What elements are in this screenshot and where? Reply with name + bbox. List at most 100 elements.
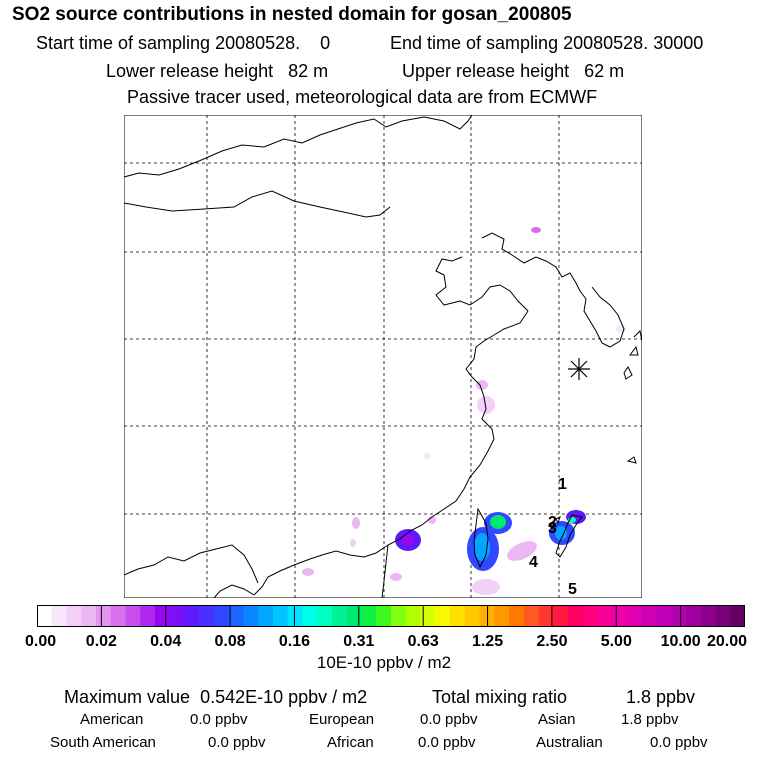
concentration-patch (555, 526, 567, 540)
border-line (481, 232, 581, 292)
colorbar-cell (612, 605, 628, 627)
cluster-label: 4 (529, 554, 538, 571)
colorbar-cell (287, 605, 304, 627)
region-value: 0.0 ppbv (208, 734, 266, 751)
colorbar-cell (405, 605, 422, 627)
colorbar-cell (523, 605, 540, 627)
receptor-star-icon (568, 358, 590, 380)
maximum-value: Maximum value 0.542E-10 ppbv / m2 (64, 687, 367, 708)
concentration-patch (476, 380, 488, 390)
colorbar-cell (169, 605, 186, 627)
upper-release-height: Upper release height 62 m (402, 61, 624, 82)
start-time-label: Start time of sampling (36, 33, 211, 53)
concentration-patch (423, 453, 431, 459)
concentration-patch (477, 396, 495, 414)
colorbar-cell (715, 605, 731, 627)
colorbar-cell (568, 605, 584, 627)
coastline (253, 310, 529, 596)
colorbar-cell (214, 605, 230, 627)
colorbar-tick-label: 0.16 (278, 633, 311, 650)
concentration-patch (507, 541, 537, 561)
colorbar-cell (686, 605, 702, 627)
colorbar-cells (37, 605, 745, 627)
colorbar-cell (391, 605, 407, 627)
colorbar-tick-label: 0.63 (407, 633, 439, 650)
colorbar-tick-label: 20.00 (707, 633, 748, 650)
concentration-patch (531, 227, 541, 233)
colorbar-cell (553, 605, 569, 627)
maximum-value-number: 0.542E-10 ppbv / m2 (200, 687, 368, 707)
cluster-label: 1 (558, 476, 567, 493)
philippines-coast (555, 514, 583, 558)
concentration-patch (472, 579, 500, 595)
colorbar-cell (258, 605, 274, 627)
border-line (579, 286, 625, 348)
cluster-label: 5 (568, 581, 577, 598)
start-time: Start time of sampling 20080528. 0 (36, 33, 330, 54)
concentration-patch (490, 515, 506, 529)
border-line (124, 115, 473, 178)
region-name: American (80, 711, 144, 728)
region-value: 0.0 ppbv (190, 711, 248, 728)
colorbar-cell (37, 605, 53, 627)
region-value: 1.8 ppbv (621, 711, 679, 728)
colorbar-frame (37, 605, 745, 627)
colorbar-tick-label: 5.00 (600, 633, 632, 650)
total-mixing-ratio-value: 1.8 ppbv (626, 687, 696, 707)
upper-release-label: Upper release height (402, 61, 570, 81)
colorbar-tick-label: 2.50 (536, 633, 568, 650)
islet-coast (549, 516, 561, 531)
colorbar-cell (302, 605, 318, 627)
islet-coast (626, 456, 637, 464)
concentration-patch (350, 539, 356, 547)
cluster-label: 3 (548, 520, 557, 537)
colorbar-tick-label: 0.08 (214, 633, 246, 650)
colorbar-cell (66, 605, 82, 627)
colorbar-tick-label: 1.25 (471, 633, 504, 650)
map-panel: 1 2 3 4 5 (124, 115, 642, 598)
colorbar-units: 10E-10 ppbv / m2 (316, 653, 452, 672)
figure-title: SO2 source contributions in nested domai… (12, 4, 572, 25)
taiwan-coast (473, 507, 489, 569)
colorbar-cell (538, 605, 554, 627)
colorbar-cell (346, 605, 363, 627)
colorbar-tick-label: 0.02 (85, 633, 117, 650)
concentration-patch (401, 534, 415, 546)
end-time: End time of sampling 20080528. 30000 (390, 33, 703, 54)
cluster-labels: 1 2 3 4 5 (529, 476, 577, 598)
region-name: South American (50, 734, 156, 751)
colorbar-cell (199, 605, 215, 627)
lower-release-value: 82 m (288, 61, 329, 81)
colorbar-cell (700, 605, 717, 627)
coastline (213, 584, 255, 598)
cluster-label: 2 (548, 514, 557, 531)
map-frame (124, 115, 642, 598)
coastline (435, 256, 529, 312)
graticule (124, 115, 642, 598)
lower-release-label: Lower release height (106, 61, 274, 81)
region-name: African (327, 734, 374, 751)
colorbar-dividers (100, 605, 682, 627)
colorbar-cell (184, 605, 200, 627)
concentration-patch (390, 573, 402, 581)
border-line (124, 544, 259, 584)
colorbar-tick-label: 0.00 (25, 633, 57, 650)
start-time-value: 20080528. 0 (215, 33, 331, 53)
total-mixing-ratio: Total mixing ratio (432, 687, 567, 708)
colorbar-cell (464, 605, 481, 627)
colorbar-cell (332, 605, 348, 627)
colorbar-cell (509, 605, 525, 627)
colorbar-cell (155, 605, 171, 627)
colorbar-cell (228, 605, 245, 627)
border-line (124, 190, 391, 218)
region-name: European (309, 711, 375, 728)
region-value: 0.0 ppbv (420, 711, 478, 728)
colorbar-cell (597, 605, 613, 627)
end-time-label: End time of sampling (390, 33, 559, 53)
colorbar-cell (96, 605, 112, 627)
colorbar-cell (243, 605, 259, 627)
maximum-value-label: Maximum value (64, 687, 191, 707)
colorbar-cell (494, 605, 510, 627)
colorbar-tick-label: 0.04 (150, 633, 182, 650)
colorbar-cell (435, 605, 451, 627)
